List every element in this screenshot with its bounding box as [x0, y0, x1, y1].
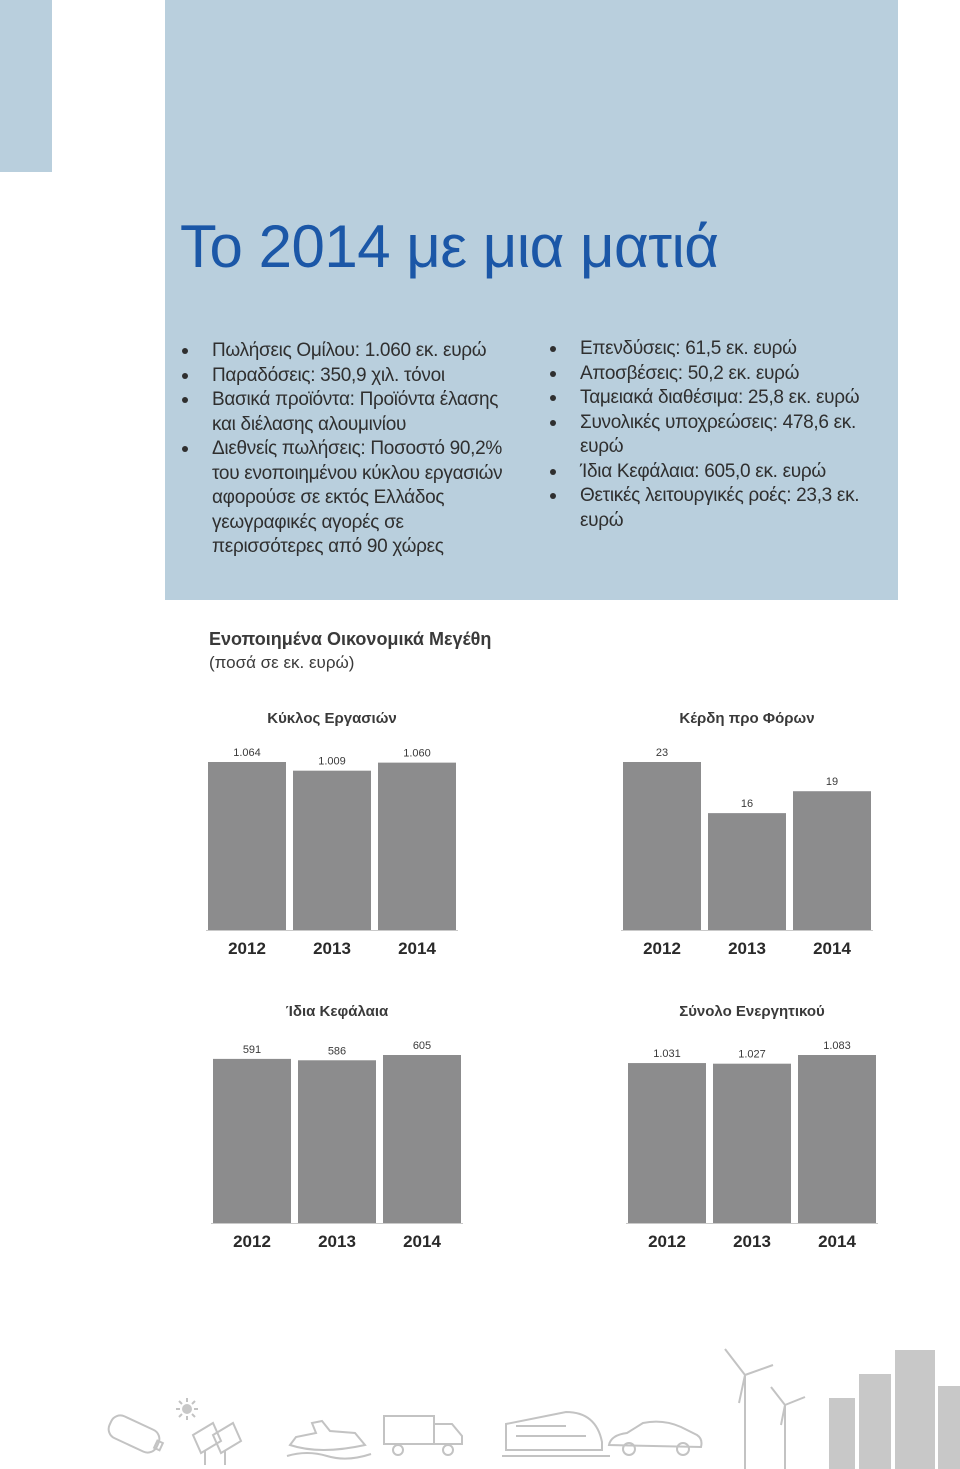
data-label-2014: 605: [413, 1040, 431, 1052]
tick-label-2013: 2013: [318, 1232, 356, 1251]
corner-tab: [0, 0, 52, 172]
chart-title: Κέρδη προ Φόρων: [679, 710, 814, 727]
data-label-2013: 586: [328, 1045, 346, 1057]
train-icon: [502, 1410, 610, 1457]
highlights-list-right: Επενδύσεις: 61,5 εκ. ευρώ Αποσβέσεις: 50…: [548, 337, 888, 533]
data-label-2013: 1.027: [738, 1049, 766, 1061]
chart-title: Κύκλος Εργασιών: [267, 710, 397, 727]
truck-icon: [383, 1415, 463, 1456]
turnover-chart: Κύκλος Εργασιών 1.064 2012 1.009 2013 1.060 20…: [206, 710, 458, 958]
tick-label-2013: 2013: [733, 1232, 771, 1251]
jet-ski-icon: [286, 1419, 372, 1460]
bar-2013: [708, 813, 786, 930]
bar-2014: [793, 791, 871, 930]
bar-2012: [623, 762, 701, 930]
tick-label-2014: 2014: [818, 1232, 856, 1251]
bar-2014: [383, 1055, 461, 1223]
tick-label-2012: 2012: [228, 939, 266, 958]
equity-chart: Ίδια Κεφάλαια 591 2012 586 2013 605 2014: [211, 1003, 463, 1251]
tick-label-2012: 2012: [233, 1232, 271, 1251]
ebt-chart: Κέρδη προ Φόρων 23 2012 16 2013 19 2014: [621, 710, 873, 958]
bar-2013: [298, 1060, 376, 1223]
tick-label-2014: 2014: [813, 939, 851, 958]
bar-2012: [208, 762, 286, 930]
car-icon: [607, 1420, 703, 1456]
highlight-item: Πωλήσεις Ομίλου: 1.060 εκ. ευρώ: [180, 339, 510, 364]
highlight-item: Παραδόσεις: 350,9 χιλ. τόνοι: [180, 364, 510, 389]
highlight-item: Συνολικές υποχρεώσεις: 478,6 εκ. ευρώ: [548, 411, 888, 460]
page-title: Το 2014 με μια ματιά: [180, 213, 719, 280]
data-label-2013: 1.009: [318, 756, 346, 768]
section-title: Ενοποιημένα Οικονομικά Μεγέθη: [209, 629, 492, 649]
bar-2013: [713, 1063, 791, 1223]
tick-label-2014: 2014: [403, 1232, 441, 1251]
highlights-list-left: Πωλήσεις Ομίλου: 1.060 εκ. ευρώ Παραδόσε…: [180, 339, 510, 560]
chart-title: Ίδια Κεφάλαια: [286, 1003, 389, 1020]
bar-2013: [293, 770, 371, 930]
data-label-2013: 16: [741, 798, 753, 810]
battery-icon: [107, 1414, 165, 1454]
assets-chart: Σύνολο Ενεργητικού 1.031 2012 1.027 2013 1.08…: [626, 1003, 878, 1251]
solar-panel-icon: [176, 1398, 243, 1465]
wind-turbine-icon: [724, 1348, 806, 1469]
hero-panel: [165, 0, 898, 600]
highlight-item: Ταμειακά διαθέσιμα: 25,8 εκ. ευρώ: [548, 386, 888, 411]
tick-label-2014: 2014: [398, 939, 436, 958]
chart-title: Σύνολο Ενεργητικού: [679, 1003, 825, 1020]
data-label-2012: 23: [656, 747, 668, 759]
highlight-item: Επενδύσεις: 61,5 εκ. ευρώ: [548, 337, 888, 362]
bar-2014: [378, 762, 456, 930]
data-label-2014: 1.060: [403, 748, 431, 760]
highlight-item: Βασικά προϊόντα: Προϊόντα έλασης και διέ…: [180, 388, 510, 437]
highlight-item: Αποσβέσεις: 50,2 εκ. ευρώ: [548, 362, 888, 387]
section-subtitle: (ποσά σε εκ. ευρώ): [209, 653, 355, 672]
data-label-2014: 19: [826, 776, 838, 788]
bar-2012: [213, 1058, 291, 1223]
data-label-2014: 1.083: [823, 1040, 851, 1052]
tick-label-2012: 2012: [643, 939, 681, 958]
footer-illustrations: [90, 1340, 960, 1469]
data-label-2012: 1.064: [233, 747, 261, 759]
highlight-item: Ίδια Κεφάλαια: 605,0 εκ. ευρώ: [548, 460, 888, 485]
data-label-2012: 1.031: [653, 1048, 681, 1060]
tick-label-2013: 2013: [728, 939, 766, 958]
bar-2014: [798, 1055, 876, 1223]
data-label-2012: 591: [243, 1044, 261, 1056]
tick-label-2013: 2013: [313, 939, 351, 958]
buildings-icon: [829, 1350, 960, 1469]
bar-2012: [628, 1063, 706, 1223]
highlight-item: Θετικές λειτουργικές ροές: 23,3 εκ. ευρώ: [548, 484, 888, 533]
tick-label-2012: 2012: [648, 1232, 686, 1251]
highlight-item: Διεθνείς πωλήσεις: Ποσοστό 90,2% του ενο…: [180, 437, 510, 560]
